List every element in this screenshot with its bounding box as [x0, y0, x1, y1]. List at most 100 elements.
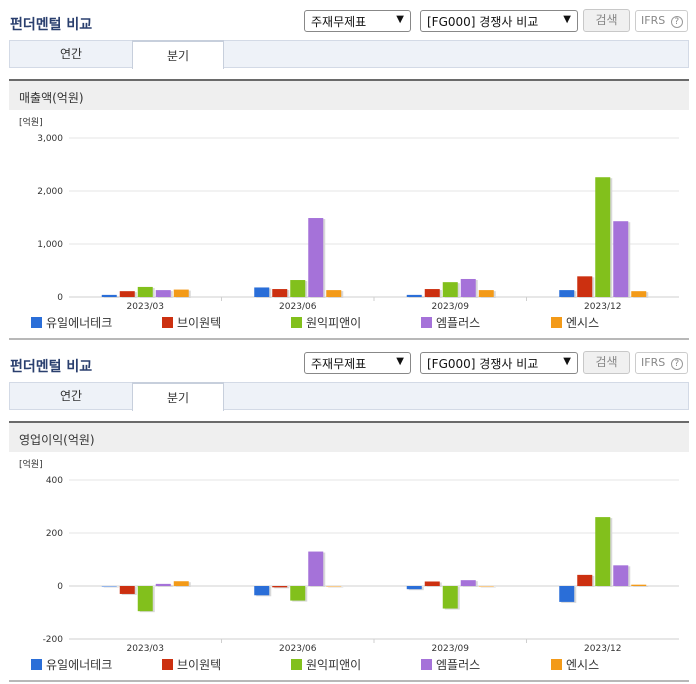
x-tick-label: 2023/09	[432, 644, 470, 653]
legend-item[interactable]: 원익피앤이	[291, 314, 361, 331]
legend-item[interactable]: 엔시스	[551, 314, 599, 331]
legend-swatch	[551, 317, 562, 328]
legend-label: 원익피앤이	[306, 316, 362, 330]
search-button[interactable]: 검색	[583, 9, 630, 32]
panel-header: 펀더멘털 비교 주재무제표 ▼ [FG000] 경쟁사 비교 ▼ 검색 IFRS…	[0, 342, 696, 382]
unit-label: [억원]	[19, 116, 43, 128]
x-tick-label: 2023/12	[584, 644, 621, 653]
x-tick-label: 2023/06	[279, 644, 317, 653]
bar	[326, 290, 342, 297]
legend-label: 유일에너테크	[46, 658, 113, 672]
tab-annual[interactable]: 연간	[59, 389, 83, 403]
unit-label: [억원]	[19, 458, 43, 470]
tab-quarterly[interactable]: 분기	[132, 382, 224, 411]
legend-item[interactable]: 유일에너테크	[31, 656, 112, 673]
legend-item[interactable]: 유일에너테크	[31, 314, 112, 331]
ifrs-help-button[interactable]: IFRS ?	[635, 352, 688, 374]
statement-select-value: 주재무제표	[311, 15, 367, 29]
legend-label: 브이원텍	[177, 658, 222, 672]
panel-title: 펀더멘털 비교	[10, 17, 93, 33]
legend-swatch	[162, 659, 173, 670]
legend-item[interactable]: 엔시스	[551, 656, 599, 673]
y-tick-label: 2,000	[37, 187, 63, 197]
bar	[101, 586, 117, 587]
legend-label: 브이원텍	[177, 316, 222, 330]
comparison-select[interactable]: [FG000] 경쟁사 비교 ▼	[420, 10, 578, 32]
y-tick-label: 0	[57, 293, 63, 303]
legend-swatch	[162, 317, 173, 328]
section-title: 매출액(억원)	[9, 79, 689, 110]
chevron-down-icon: ▼	[396, 14, 404, 25]
bar-shadow	[103, 587, 119, 588]
bar-shadow	[480, 587, 496, 588]
chevron-down-icon: ▼	[396, 356, 404, 367]
legend-item[interactable]: 엠플러스	[421, 656, 480, 673]
help-icon: ?	[670, 16, 683, 28]
legend-swatch	[31, 317, 42, 328]
bar	[326, 586, 342, 587]
tab-annual[interactable]: 연간	[59, 47, 83, 61]
bar	[559, 290, 575, 297]
x-tick-label: 2023/03	[127, 302, 164, 311]
legend-swatch	[31, 659, 42, 670]
bar-shadow	[274, 587, 290, 589]
bar	[613, 565, 629, 586]
legend-swatch	[291, 317, 302, 328]
bar	[173, 289, 189, 297]
bar	[406, 294, 422, 297]
bar	[442, 586, 458, 609]
statement-select[interactable]: 주재무제표 ▼	[304, 352, 411, 374]
bar	[631, 584, 647, 586]
y-tick-label: 400	[46, 476, 63, 486]
bar	[613, 221, 629, 297]
panel-header: 펀더멘털 비교 주재무제표 ▼ [FG000] 경쟁사 비교 ▼ 검색 IFRS…	[0, 0, 696, 40]
bar	[272, 586, 288, 588]
revenue-bar-chart: [억원] 0 1,000 2,000 3,000 2023/03 2023/06 2023/0…	[19, 116, 679, 311]
search-button[interactable]: 검색	[583, 351, 630, 374]
y-tick-label: -200	[43, 635, 64, 645]
legend-item[interactable]: 엠플러스	[421, 314, 480, 331]
help-icon: ?	[670, 358, 683, 370]
chart-legend: 유일에너테크 브이원텍 원익피앤이 엠플러스 엔시스	[9, 653, 689, 673]
bar	[424, 289, 440, 297]
bar	[254, 586, 270, 596]
comparison-select[interactable]: [FG000] 경쟁사 비교 ▼	[420, 352, 578, 374]
bar	[101, 294, 117, 297]
bar	[577, 276, 593, 297]
bar	[442, 282, 458, 297]
legend-item[interactable]: 브이원텍	[162, 314, 221, 331]
bar	[577, 574, 593, 586]
bar	[424, 581, 440, 586]
bar	[137, 586, 153, 612]
ifrs-help-button[interactable]: IFRS ?	[635, 10, 688, 32]
chart-legend: 유일에너테크 브이원텍 원익피앤이 엠플러스 엔시스	[9, 311, 689, 331]
chart-section: 매출액(억원) [억원] 0 1,000 2,000 3,000 2023/03 2023/…	[9, 79, 689, 340]
chart-section: 영업이익(억원) [억원] -200 0 200 400 2023/03 2023/06 20…	[9, 421, 689, 682]
legend-label: 엔시스	[566, 658, 600, 672]
chevron-down-icon: ▼	[563, 14, 571, 25]
bar	[308, 218, 324, 297]
bar	[406, 586, 422, 590]
bar-shadow	[633, 585, 649, 587]
comparison-select-value: [FG000] 경쟁사 비교	[427, 15, 539, 29]
bar	[631, 291, 647, 297]
legend-label: 엔시스	[566, 316, 600, 330]
tab-quarterly[interactable]: 분기	[132, 40, 224, 69]
legend-swatch	[291, 659, 302, 670]
comparison-select-value: [FG000] 경쟁사 비교	[427, 357, 539, 371]
chevron-down-icon: ▼	[563, 356, 571, 367]
bar	[137, 286, 153, 297]
x-tick-label: 2023/06	[279, 302, 317, 311]
bar	[155, 290, 171, 297]
bar	[478, 586, 494, 587]
statement-select[interactable]: 주재무제표 ▼	[304, 10, 411, 32]
x-tick-label: 2023/03	[127, 644, 164, 653]
ifrs-label: IFRS	[641, 356, 666, 369]
legend-item[interactable]: 원익피앤이	[291, 656, 361, 673]
section-title: 영업이익(억원)	[9, 421, 689, 452]
legend-item[interactable]: 브이원텍	[162, 656, 221, 673]
legend-label: 원익피앤이	[306, 658, 362, 672]
legend-label: 유일에너테크	[46, 316, 113, 330]
fundamental-panel-operating-profit: 펀더멘털 비교 주재무제표 ▼ [FG000] 경쟁사 비교 ▼ 검색 IFRS…	[0, 342, 696, 684]
period-tabs: 연간 분기	[9, 382, 689, 411]
